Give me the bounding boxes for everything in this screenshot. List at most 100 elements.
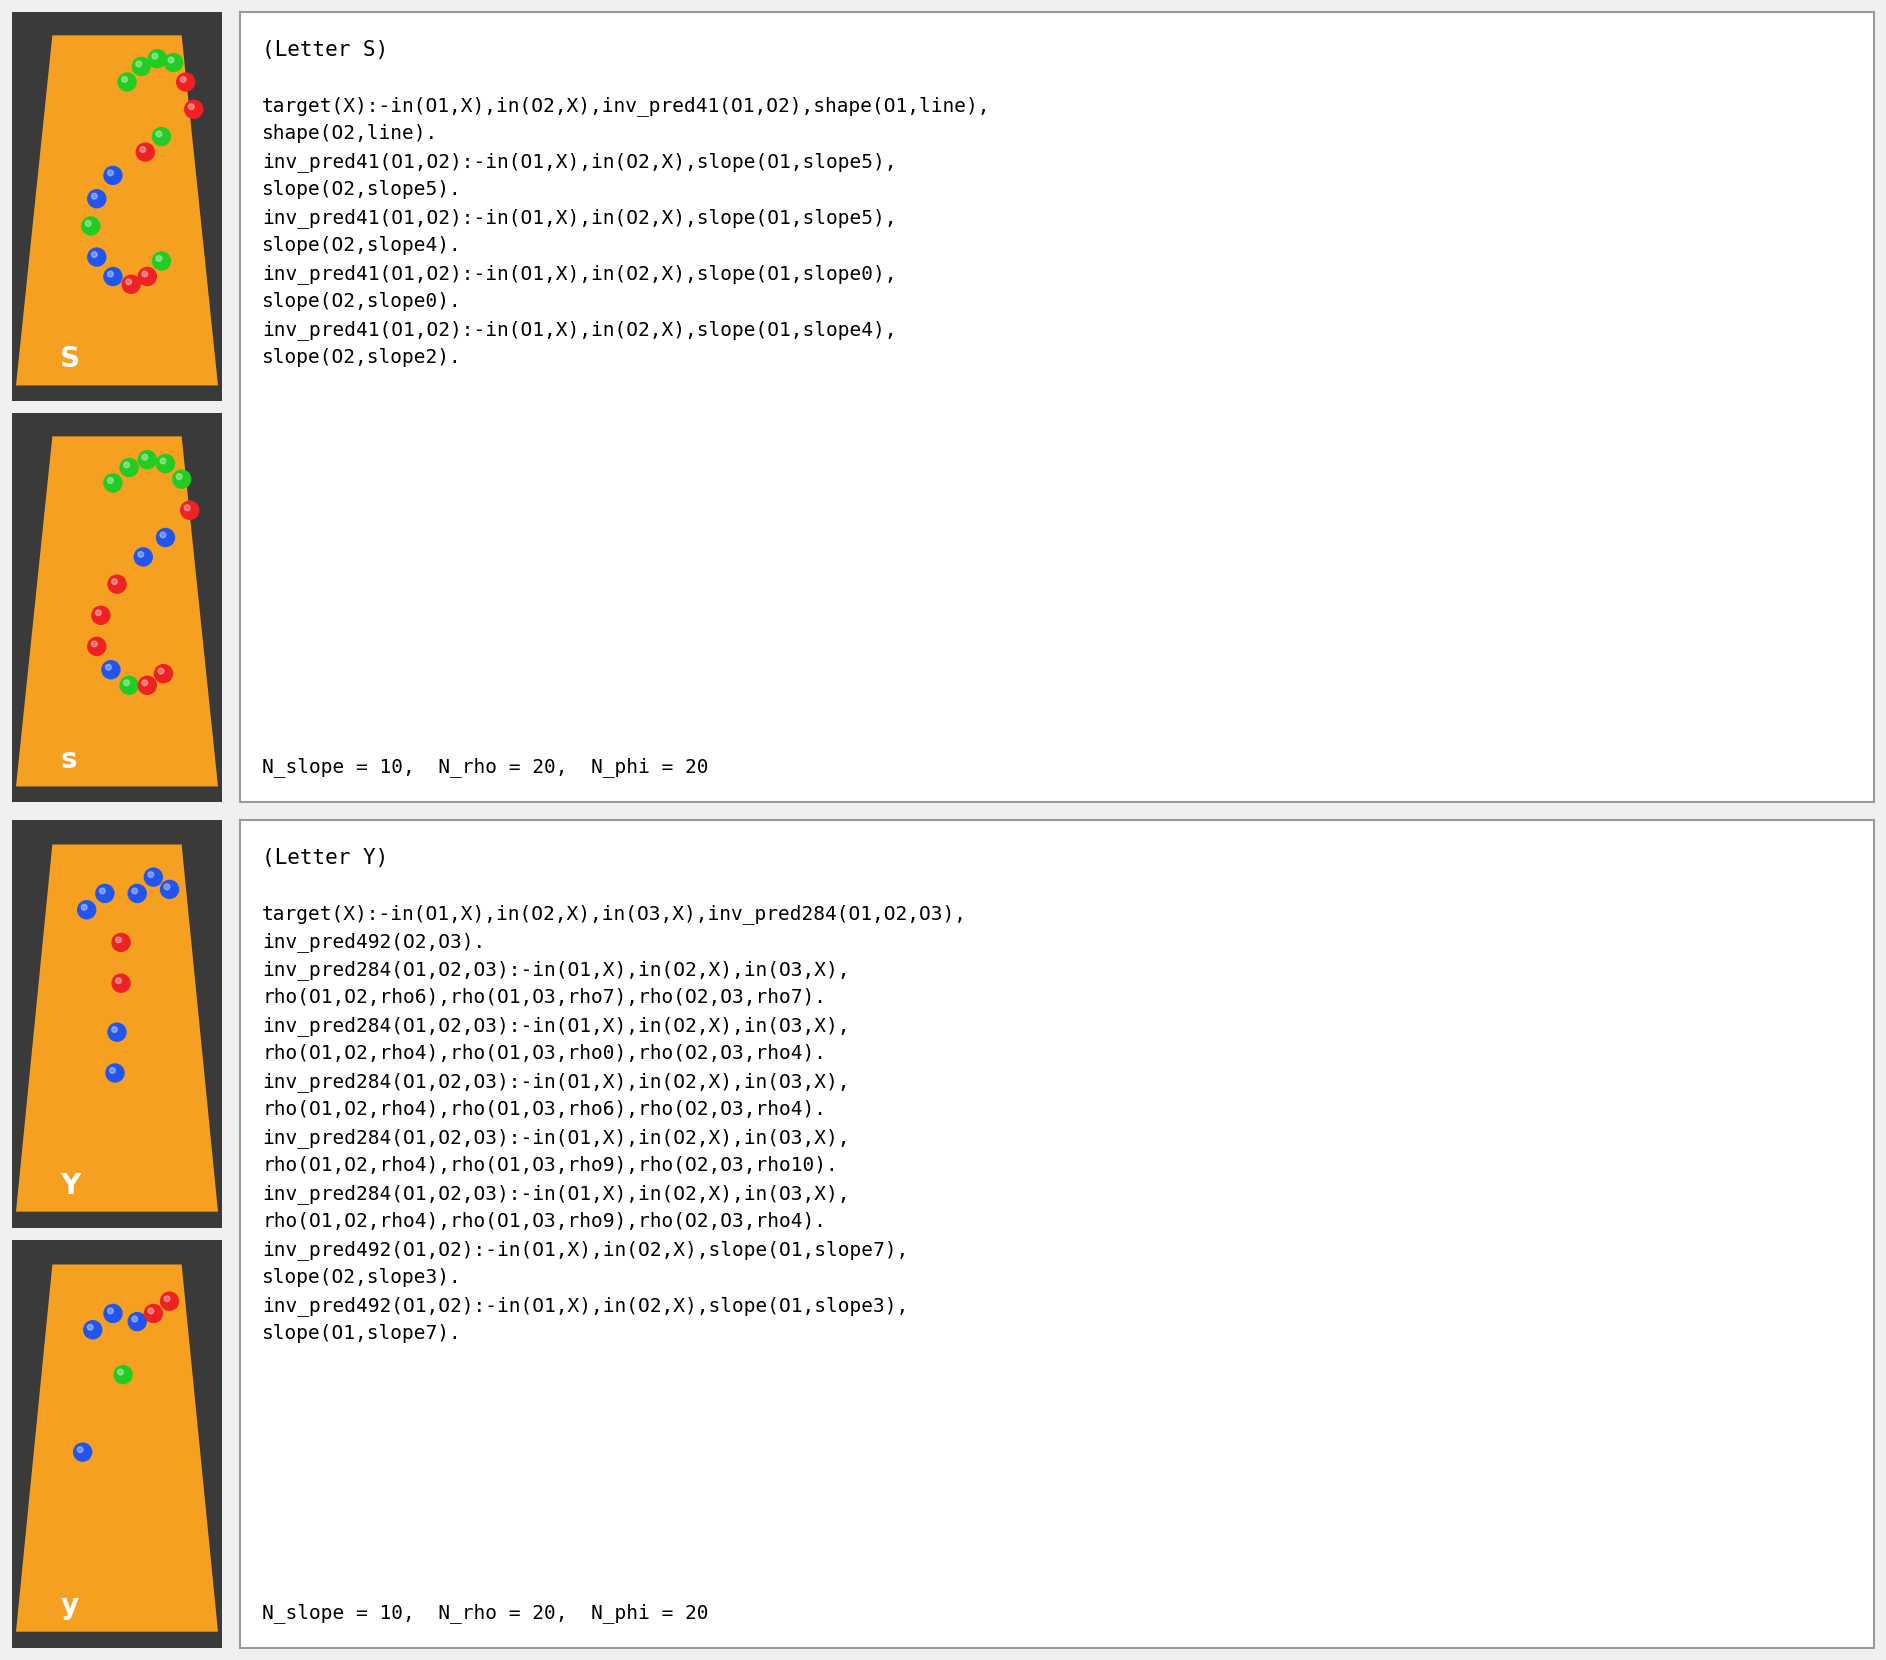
Circle shape: [160, 880, 179, 898]
FancyBboxPatch shape: [11, 12, 223, 402]
Text: rho(O1,O2,rho6),rho(O1,O3,rho7),rho(O2,O3,rho7).: rho(O1,O2,rho6),rho(O1,O3,rho7),rho(O2,O…: [262, 988, 826, 1008]
Circle shape: [119, 73, 136, 91]
Text: inv_pred492(O1,O2):-in(O1,X),in(O2,X),slope(O1,slope3),: inv_pred492(O1,O2):-in(O1,X),in(O2,X),sl…: [262, 1296, 909, 1316]
Circle shape: [174, 470, 190, 488]
Circle shape: [138, 450, 157, 468]
Circle shape: [153, 252, 170, 271]
Circle shape: [113, 1366, 132, 1384]
Circle shape: [138, 551, 143, 558]
Circle shape: [96, 885, 113, 903]
Circle shape: [111, 933, 130, 951]
Polygon shape: [15, 35, 219, 385]
Circle shape: [115, 978, 121, 984]
Circle shape: [140, 146, 145, 153]
Circle shape: [85, 221, 91, 226]
Text: slope(O1,slope7).: slope(O1,slope7).: [262, 1325, 462, 1343]
Text: N_slope = 10,  N_rho = 20,  N_phi = 20: N_slope = 10, N_rho = 20, N_phi = 20: [262, 1604, 709, 1623]
Text: y: y: [60, 1592, 79, 1620]
Circle shape: [181, 76, 187, 83]
Text: rho(O1,O2,rho4),rho(O1,O3,rho6),rho(O2,O3,rho4).: rho(O1,O2,rho4),rho(O1,O3,rho6),rho(O2,O…: [262, 1101, 826, 1119]
Text: rho(O1,O2,rho4),rho(O1,O3,rho0),rho(O2,O3,rho4).: rho(O1,O2,rho4),rho(O1,O3,rho0),rho(O2,O…: [262, 1044, 826, 1062]
Circle shape: [92, 606, 109, 624]
Circle shape: [160, 458, 166, 463]
Circle shape: [147, 1308, 155, 1313]
Circle shape: [111, 974, 130, 993]
Circle shape: [158, 669, 164, 674]
Circle shape: [121, 676, 138, 694]
Text: inv_pred284(O1,O2,O3):-in(O1,X),in(O2,X),in(O3,X),: inv_pred284(O1,O2,O3):-in(O1,X),in(O2,X)…: [262, 959, 849, 979]
Polygon shape: [15, 1265, 219, 1632]
Circle shape: [96, 609, 102, 616]
Circle shape: [164, 1296, 170, 1301]
Text: slope(O2,slope4).: slope(O2,slope4).: [262, 236, 462, 256]
Circle shape: [128, 1313, 147, 1331]
Text: rho(O1,O2,rho4),rho(O1,O3,rho9),rho(O2,O3,rho10).: rho(O1,O2,rho4),rho(O1,O3,rho9),rho(O2,O…: [262, 1155, 837, 1175]
Circle shape: [155, 664, 172, 682]
Circle shape: [111, 1028, 117, 1033]
Circle shape: [185, 100, 204, 118]
Circle shape: [124, 681, 130, 686]
Polygon shape: [15, 437, 219, 787]
Text: s: s: [60, 747, 77, 775]
FancyBboxPatch shape: [11, 413, 223, 802]
Circle shape: [153, 128, 170, 146]
Circle shape: [123, 276, 140, 294]
Circle shape: [123, 76, 128, 83]
Circle shape: [91, 252, 98, 257]
Text: inv_pred284(O1,O2,O3):-in(O1,X),in(O2,X),in(O3,X),: inv_pred284(O1,O2,O3):-in(O1,X),in(O2,X)…: [262, 1016, 849, 1036]
FancyBboxPatch shape: [11, 1240, 223, 1648]
Circle shape: [104, 475, 123, 491]
Text: inv_pred284(O1,O2,O3):-in(O1,X),in(O2,X),in(O3,X),: inv_pred284(O1,O2,O3):-in(O1,X),in(O2,X)…: [262, 1184, 849, 1204]
Circle shape: [132, 1316, 138, 1321]
Circle shape: [138, 267, 157, 286]
Circle shape: [160, 533, 166, 538]
Circle shape: [149, 50, 166, 68]
Circle shape: [141, 681, 147, 686]
Text: slope(O2,slope5).: slope(O2,slope5).: [262, 179, 462, 199]
Text: slope(O2,slope2).: slope(O2,slope2).: [262, 349, 462, 367]
Circle shape: [175, 473, 183, 480]
Circle shape: [100, 888, 106, 893]
Circle shape: [147, 872, 155, 878]
Text: (Letter Y): (Letter Y): [262, 848, 389, 868]
Circle shape: [132, 58, 151, 75]
Text: inv_pred284(O1,O2,O3):-in(O1,X),in(O2,X),in(O3,X),: inv_pred284(O1,O2,O3):-in(O1,X),in(O2,X)…: [262, 1129, 849, 1149]
Circle shape: [164, 885, 170, 890]
Circle shape: [136, 61, 141, 66]
FancyBboxPatch shape: [11, 820, 223, 1228]
Circle shape: [77, 901, 96, 918]
Circle shape: [74, 1443, 92, 1461]
Circle shape: [168, 56, 174, 63]
Text: inv_pred41(O1,O2):-in(O1,X),in(O2,X),slope(O1,slope4),: inv_pred41(O1,O2):-in(O1,X),in(O2,X),slo…: [262, 320, 896, 340]
Text: S: S: [60, 345, 81, 374]
Text: inv_pred41(O1,O2):-in(O1,X),in(O2,X),slope(O1,slope0),: inv_pred41(O1,O2):-in(O1,X),in(O2,X),slo…: [262, 264, 896, 284]
Circle shape: [108, 169, 113, 176]
Circle shape: [157, 131, 162, 136]
Circle shape: [115, 936, 121, 943]
Circle shape: [160, 1291, 179, 1310]
Circle shape: [124, 461, 130, 468]
Circle shape: [185, 505, 190, 511]
Circle shape: [189, 105, 194, 110]
Text: target(X):-in(O1,X),in(O2,X),in(O3,X),inv_pred284(O1,O2,O3),: target(X):-in(O1,X),in(O2,X),in(O3,X),in…: [262, 905, 968, 925]
Text: (Letter S): (Letter S): [262, 40, 389, 60]
Circle shape: [104, 166, 123, 184]
Circle shape: [126, 279, 132, 284]
Circle shape: [141, 271, 147, 277]
Circle shape: [91, 193, 98, 199]
Circle shape: [108, 271, 113, 277]
Circle shape: [89, 247, 106, 266]
Text: slope(O2,slope3).: slope(O2,slope3).: [262, 1268, 462, 1286]
Text: shape(O2,line).: shape(O2,line).: [262, 124, 438, 143]
Circle shape: [145, 868, 162, 886]
Text: rho(O1,O2,rho4),rho(O1,O3,rho9),rho(O2,O3,rho4).: rho(O1,O2,rho4),rho(O1,O3,rho9),rho(O2,O…: [262, 1212, 826, 1232]
Circle shape: [132, 888, 138, 893]
Circle shape: [106, 664, 111, 671]
Circle shape: [91, 641, 98, 647]
Circle shape: [77, 1448, 83, 1452]
Circle shape: [87, 1325, 92, 1330]
Circle shape: [138, 676, 157, 694]
Text: inv_pred41(O1,O2):-in(O1,X),in(O2,X),slope(O1,slope5),: inv_pred41(O1,O2):-in(O1,X),in(O2,X),slo…: [262, 208, 896, 227]
Text: inv_pred284(O1,O2,O3):-in(O1,X),in(O2,X),in(O3,X),: inv_pred284(O1,O2,O3):-in(O1,X),in(O2,X)…: [262, 1072, 849, 1092]
Circle shape: [104, 267, 123, 286]
